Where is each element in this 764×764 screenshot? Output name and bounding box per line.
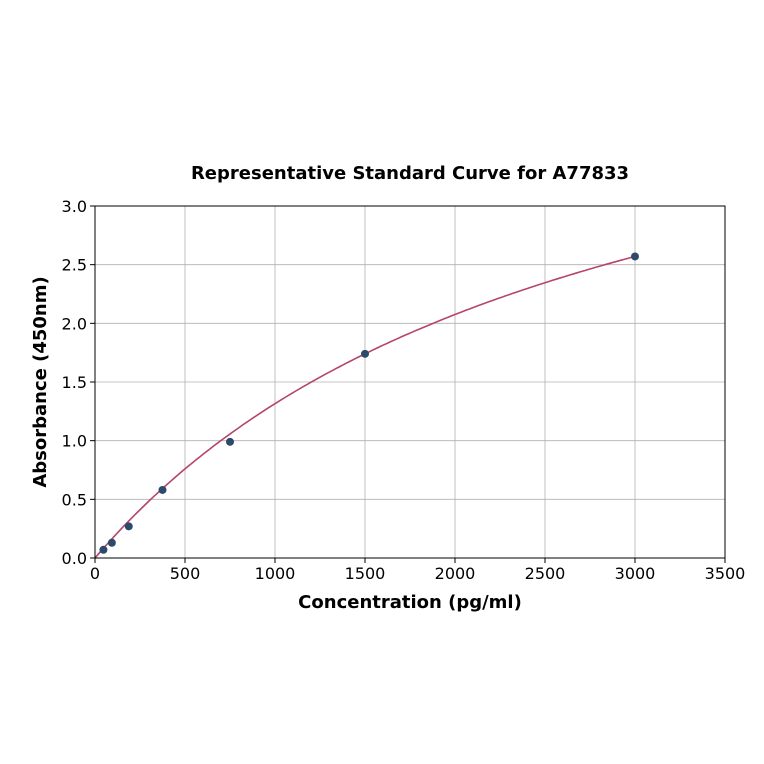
data-point bbox=[107, 538, 116, 547]
x-tick-label: 1000 bbox=[255, 564, 296, 583]
data-point bbox=[226, 437, 234, 446]
x-tick-label: 3000 bbox=[615, 564, 656, 583]
grid bbox=[94, 205, 726, 559]
x-tick-label: 2000 bbox=[435, 564, 476, 583]
y-tick-label: 3.0 bbox=[62, 197, 87, 216]
x-tick-label: 3500 bbox=[705, 564, 746, 583]
y-tick-label: 2.0 bbox=[62, 314, 87, 333]
y-tick-label: 0.0 bbox=[62, 549, 87, 568]
x-tick-label: 0 bbox=[90, 564, 100, 583]
data-point bbox=[158, 485, 167, 494]
x-tick-label: 2500 bbox=[525, 564, 566, 583]
y-ticks: 0.0 0.5 1.0 1.5 2.0 2.5 3.0 bbox=[62, 197, 95, 568]
data-point bbox=[99, 545, 108, 554]
y-tick-label: 0.5 bbox=[62, 490, 87, 509]
data-points bbox=[99, 252, 639, 554]
x-tick-label: 500 bbox=[170, 564, 201, 583]
y-axis-label: Absorbance (450nm) bbox=[30, 276, 51, 487]
x-ticks: 0 500 1000 1500 2000 2500 3000 3500 bbox=[90, 558, 745, 583]
x-axis-label: Concentration (pg/ml) bbox=[298, 592, 522, 613]
data-point bbox=[361, 349, 369, 358]
data-point bbox=[631, 252, 639, 261]
data-point bbox=[124, 522, 133, 531]
y-tick-label: 1.0 bbox=[62, 432, 87, 451]
x-tick-label: 1500 bbox=[345, 564, 386, 583]
y-tick-label: 1.5 bbox=[62, 373, 87, 392]
y-tick-label: 2.5 bbox=[62, 256, 87, 275]
chart-title: Representative Standard Curve for A77833 bbox=[191, 163, 629, 184]
